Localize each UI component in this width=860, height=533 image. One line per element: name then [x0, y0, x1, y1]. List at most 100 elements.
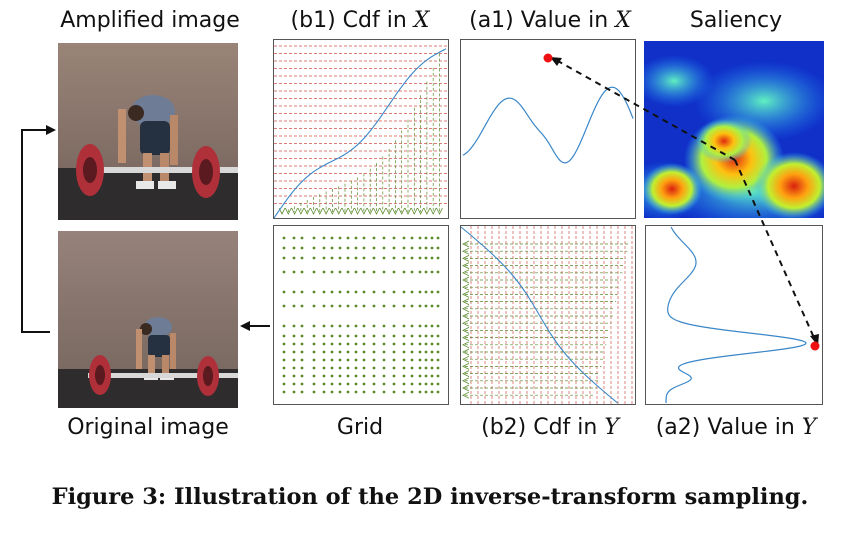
grid-point	[282, 304, 286, 308]
grid-point	[338, 324, 342, 328]
grid-point	[346, 256, 350, 260]
grid-point	[292, 236, 296, 240]
grid-point	[338, 390, 342, 394]
grid-point	[330, 246, 334, 250]
grid-point	[292, 358, 296, 362]
grid-point	[410, 350, 414, 354]
cdf-x-arrowhead	[392, 207, 399, 215]
grid-point	[402, 246, 406, 250]
cdf-y-curve	[461, 226, 618, 404]
grid-point	[338, 304, 342, 308]
grid-point	[292, 390, 296, 394]
grid-point	[424, 270, 428, 274]
grid-point	[402, 342, 406, 346]
grid-point	[418, 342, 422, 346]
grid-point	[402, 382, 406, 386]
grid-point	[382, 290, 386, 294]
cdf-x-arrowhead	[284, 207, 292, 215]
grid-point	[354, 256, 358, 260]
grid-point	[338, 334, 342, 338]
grid-point	[418, 246, 422, 250]
grid-point	[372, 350, 376, 354]
grid-point	[346, 350, 350, 354]
grid-point	[418, 366, 422, 370]
grid-point	[430, 374, 434, 378]
grid-point	[322, 358, 326, 362]
grid-point	[424, 382, 428, 386]
cdf-y-arrowhead	[462, 247, 470, 255]
grid-point	[282, 256, 286, 260]
grid-point	[338, 342, 342, 346]
grid-point	[300, 290, 304, 294]
grid-point	[312, 374, 316, 378]
grid-point	[330, 374, 334, 378]
grid-point	[346, 390, 350, 394]
grid-point	[436, 290, 440, 294]
grid-point	[330, 350, 334, 354]
peak-marker-y	[810, 341, 820, 351]
grid-point	[430, 324, 434, 328]
grid-point	[312, 342, 316, 346]
grid-point	[424, 342, 428, 346]
grid-point	[418, 270, 422, 274]
grid-point	[312, 358, 316, 362]
cdf-x-arrowhead	[354, 207, 361, 215]
grid-point	[418, 290, 422, 294]
grid-point	[292, 290, 296, 294]
grid-point	[300, 236, 304, 240]
cdf-y-arrowhead	[462, 319, 470, 327]
grid-point	[418, 324, 422, 328]
grid-point	[292, 304, 296, 308]
grid-point	[402, 256, 406, 260]
grid-point	[338, 256, 342, 260]
grid-point	[382, 246, 386, 250]
grid-point	[322, 342, 326, 346]
grid-point	[330, 334, 334, 338]
grid-point	[436, 236, 440, 240]
grid-point	[292, 334, 296, 338]
cdf-y-panel	[460, 225, 636, 405]
grid-point	[312, 324, 316, 328]
grid-point	[354, 374, 358, 378]
grid-point	[392, 246, 396, 250]
grid-point	[372, 366, 376, 370]
grid-point	[424, 246, 428, 250]
grid-point	[354, 358, 358, 362]
grid-point	[430, 256, 434, 260]
grid-point	[436, 366, 440, 370]
grid-point	[300, 270, 304, 274]
grid-point	[430, 366, 434, 370]
grid-point	[424, 236, 428, 240]
grid-point	[436, 382, 440, 386]
grid-point	[322, 324, 326, 328]
grid-point	[330, 390, 334, 394]
grid-point	[330, 256, 334, 260]
grid-point	[282, 374, 286, 378]
value-x-label: (a1) Value in X	[469, 8, 631, 33]
grid-point	[346, 290, 350, 294]
grid-point	[282, 350, 286, 354]
grid-point	[418, 374, 422, 378]
grid-point	[372, 390, 376, 394]
grid-point	[402, 290, 406, 294]
grid-point	[362, 350, 366, 354]
grid-point	[430, 304, 434, 308]
cdf-x-label: (b1) Cdf in X	[290, 8, 430, 33]
grid-point	[410, 270, 414, 274]
grid-point	[312, 382, 316, 386]
grid-point	[402, 324, 406, 328]
grid-point	[424, 374, 428, 378]
grid-point	[410, 256, 414, 260]
grid-point	[354, 382, 358, 386]
grid-point	[436, 304, 440, 308]
cdf-y-arrowhead	[462, 348, 470, 356]
grid-point	[372, 256, 376, 260]
cdf-x-arrowhead	[385, 207, 393, 215]
grid-point	[338, 374, 342, 378]
grid-point	[330, 324, 334, 328]
grid-point	[300, 334, 304, 338]
cdf-x-arrowhead	[410, 207, 418, 215]
cdf-y-arrowhead	[462, 269, 470, 277]
grid-point	[322, 256, 326, 260]
